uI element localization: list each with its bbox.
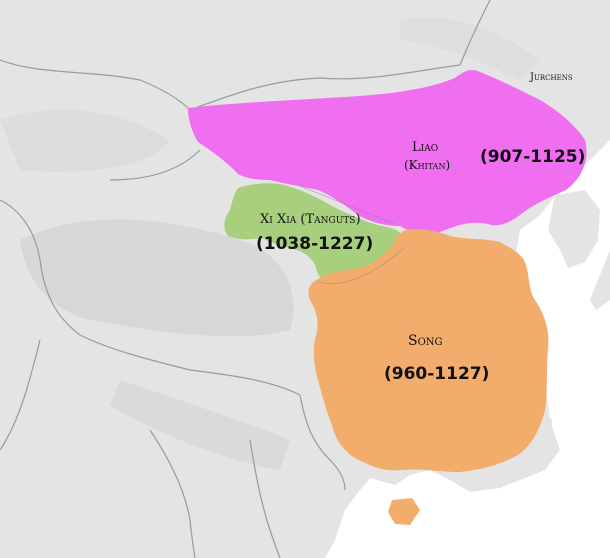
hainan-island — [388, 498, 420, 525]
label-liao-dates: (907-1125) — [480, 147, 586, 167]
japan-island — [590, 250, 610, 310]
sea — [320, 140, 610, 558]
region-song — [308, 229, 549, 472]
vietnam-coast — [300, 470, 370, 558]
modern-borders — [0, 0, 491, 558]
region-liao — [188, 70, 587, 234]
label-song-name: Song — [408, 333, 443, 349]
label-liao-subname: (Khitan) — [404, 158, 451, 172]
label-xixia-dates: (1038-1227) — [256, 234, 374, 254]
region-xixia — [224, 183, 405, 292]
label-song-dates: (960-1127) — [384, 364, 490, 384]
region-outlines — [299, 185, 405, 285]
terrain-shading — [0, 17, 540, 470]
label-liao-name: Liao — [412, 140, 439, 155]
label-jurchens: Jurchens — [530, 72, 573, 83]
label-xixia-name: Xi Xia (Tanguts) — [260, 212, 361, 227]
korea-coast — [548, 190, 600, 268]
